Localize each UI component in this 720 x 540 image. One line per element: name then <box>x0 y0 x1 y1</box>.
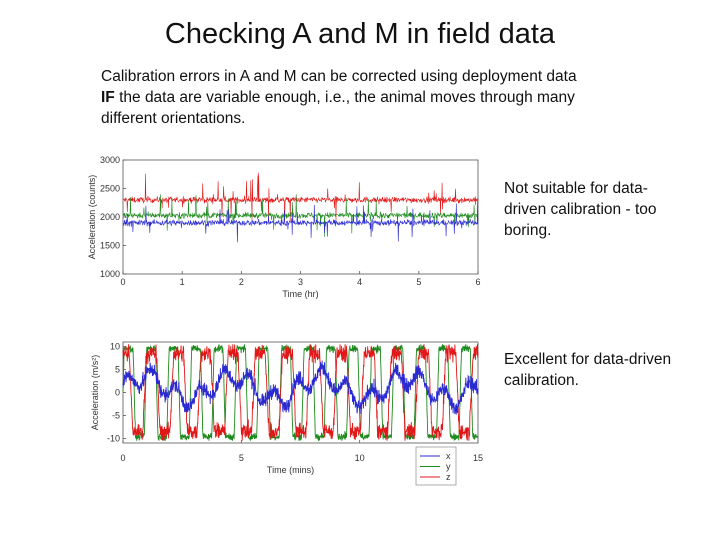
x-tick-label-top: 5 <box>416 277 421 287</box>
y-tick-label-top: 1000 <box>100 269 120 279</box>
y-tick-label-top: 1500 <box>100 241 120 251</box>
series-x-line-top <box>122 201 479 243</box>
x-tick-label-bottom: 0 <box>120 453 125 463</box>
x-tick-label-top: 2 <box>239 277 244 287</box>
x-tick-label-bottom: 10 <box>355 453 365 463</box>
series-y-line-bottom <box>122 344 479 442</box>
x-axis-label-bottom: Time (mins) <box>267 465 314 475</box>
x-tick-label-bottom: 15 <box>473 453 483 463</box>
y-tick-label-bottom: 5 <box>115 365 120 375</box>
intro-line-3: different orientations. <box>101 110 246 127</box>
y-axis-label-bottom: Acceleration (m/s²) <box>90 355 100 431</box>
y-tick-label-bottom: -5 <box>112 410 120 420</box>
x-tick-label-top: 4 <box>357 277 362 287</box>
x-tick-label-top: 1 <box>180 277 185 287</box>
series-y-line-top <box>122 194 479 237</box>
y-tick-label-top: 2000 <box>100 212 120 222</box>
caption-bottom-chart: Excellent for data-driven calibration. <box>504 351 672 389</box>
x-axis-label-top: Time (hr) <box>282 289 318 299</box>
x-tick-label-bottom: 5 <box>239 453 244 463</box>
x-tick-label-top: 0 <box>120 277 125 287</box>
y-axis-label-top: Acceleration (counts) <box>87 175 97 260</box>
slide-title: Checking A and M in field data <box>164 18 556 50</box>
y-tick-label-top: 3000 <box>100 155 120 165</box>
intro-text: Calibration errors in A and M can be cor… <box>101 66 641 129</box>
caption-top-chart: Not suitable for data-driven calibration… <box>504 180 657 239</box>
y-tick-label-top: 2500 <box>100 184 120 194</box>
intro-line-2: IF the data are variable enough, i.e., t… <box>101 87 641 108</box>
series-z-line-bottom <box>122 344 479 441</box>
intro-line-2-rest: the data are variable enough, i.e., the … <box>114 89 575 106</box>
x-tick-label-top: 6 <box>475 277 480 287</box>
series-z-line-top <box>122 172 479 223</box>
y-tick-label-bottom: 0 <box>115 388 120 398</box>
intro-bold-if: IF <box>101 89 115 106</box>
legend-label-y: y <box>446 462 451 472</box>
series-x-line-bottom <box>122 360 479 415</box>
y-tick-label-bottom: 10 <box>110 342 120 352</box>
intro-line-1: Calibration errors in A and M can be cor… <box>101 68 577 85</box>
legend-label-x: x <box>446 451 451 461</box>
legend-label-z: z <box>446 472 451 482</box>
y-tick-label-bottom: -10 <box>107 433 120 443</box>
x-tick-label-top: 3 <box>298 277 303 287</box>
